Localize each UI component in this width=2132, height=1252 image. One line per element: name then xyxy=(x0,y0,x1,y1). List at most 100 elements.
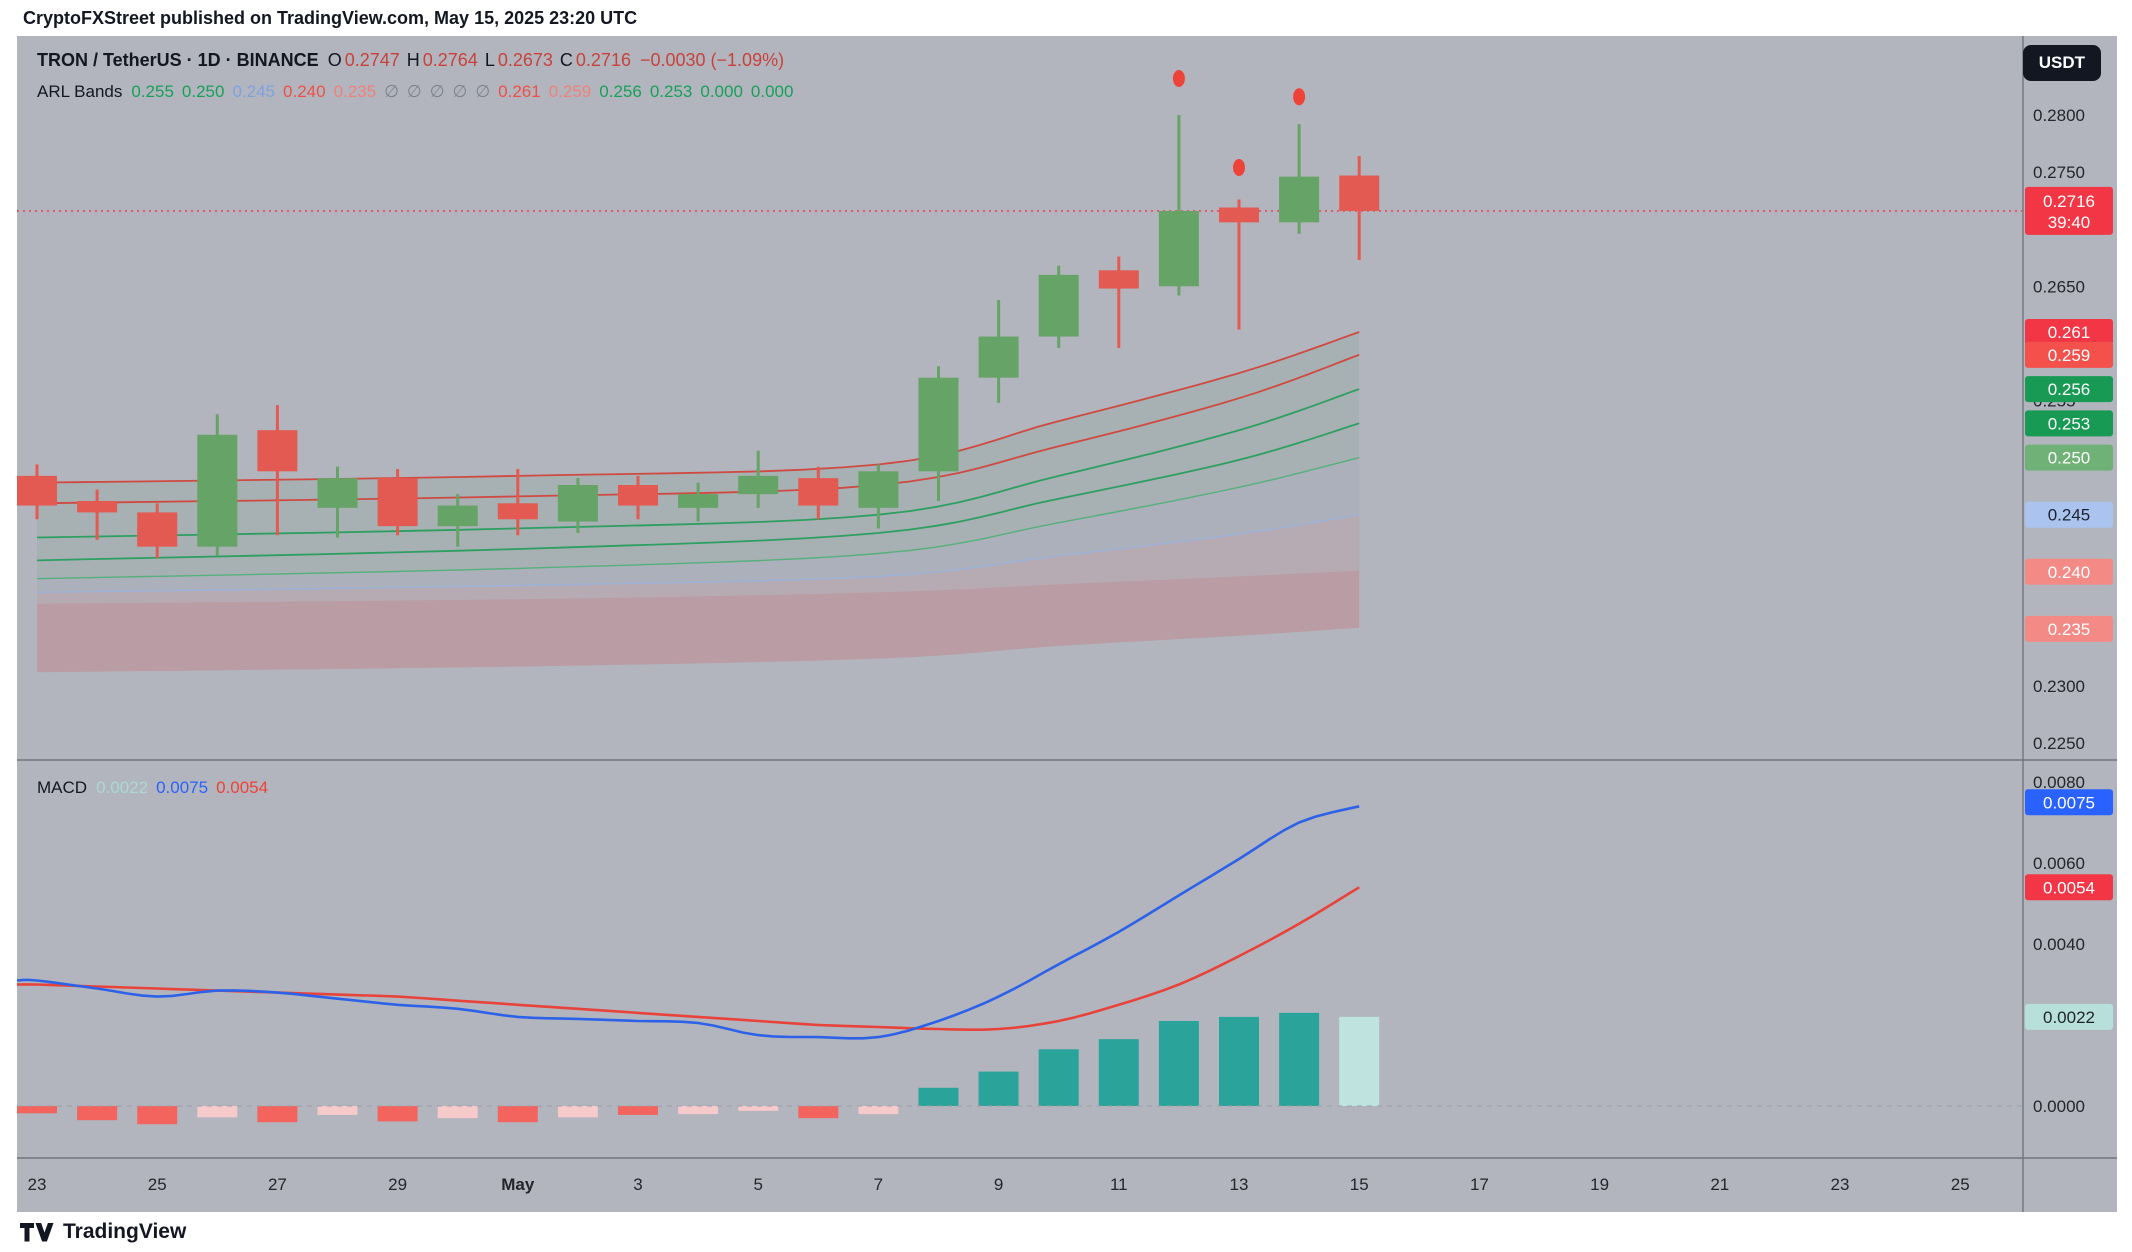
macd-histogram-bar xyxy=(618,1106,658,1115)
candle-wick xyxy=(1117,256,1121,348)
macd-histogram-bar xyxy=(257,1106,298,1123)
chart-frame: 0.2800 0.2750 0.2650 0.255 0.2300 0.2250 0.008… xyxy=(17,36,2117,1212)
svg-text:0.253: 0.253 xyxy=(2048,414,2091,433)
x-axis-label: 23 xyxy=(28,1175,47,1194)
x-axis-label: 3 xyxy=(633,1175,642,1194)
ohlc-value: 0.2764 xyxy=(422,50,478,70)
attribution-bar: CryptoFXStreet published on TradingView.… xyxy=(0,0,2132,36)
macd-title[interactable]: MACD xyxy=(37,778,88,797)
x-axis-label: May xyxy=(501,1175,535,1194)
candle-body xyxy=(1158,210,1199,287)
tradingview-logo-icon[interactable] xyxy=(20,1222,54,1242)
svg-text:0.250: 0.250 xyxy=(2048,449,2091,468)
ohlc-value: 0.2673 xyxy=(497,50,553,70)
sell-signal-marker xyxy=(1172,69,1185,87)
arl-band-line xyxy=(36,388,1360,539)
ohlc-values: O 0.2747 H 0.2764 L 0.2673 C 0.2716 xyxy=(328,50,631,71)
macd-histogram-bar xyxy=(137,1106,178,1125)
arl-band-fill xyxy=(37,332,1360,579)
price-scale-label: 0.2650 xyxy=(2033,277,2085,296)
x-axis-label: 21 xyxy=(1710,1175,1729,1194)
arl-legend-value: 0.253 xyxy=(649,82,693,101)
arl-band-fill xyxy=(37,457,1360,593)
svg-text:0.235: 0.235 xyxy=(2048,620,2091,639)
arl-legend-value: 0.000 xyxy=(750,82,794,101)
macd-histogram-bar xyxy=(497,1106,538,1123)
ohlc-label: C xyxy=(559,50,573,70)
x-axis-label: 17 xyxy=(1470,1175,1489,1194)
candle-body xyxy=(137,512,178,547)
ohlc-value: 0.2747 xyxy=(344,50,400,70)
svg-text:0.0022: 0.0022 xyxy=(2043,1008,2095,1027)
macd-legend-value: 0.0075 xyxy=(156,778,209,797)
macd-scale-badge: 0.0022 xyxy=(2025,1003,2113,1030)
macd-histogram-bar xyxy=(1038,1049,1079,1106)
price-scale-badge: 0.235 xyxy=(2025,615,2113,642)
currency-toggle-button[interactable]: USDT xyxy=(2022,45,2101,81)
macd-histogram-bar xyxy=(197,1106,238,1118)
x-axis-label: 23 xyxy=(1831,1175,1850,1194)
macd-line xyxy=(17,805,1360,1040)
macd-histogram-bar xyxy=(317,1106,358,1115)
x-axis-label: 25 xyxy=(148,1175,167,1194)
price-scale-label: 0.2800 xyxy=(2033,106,2085,125)
arl-bands-values: 0.255 0.250 0.245 0.240 0.235 ∅ ∅ ∅ ∅ ∅ 0.261 0.259… xyxy=(131,82,794,102)
price-scale-badge: 0.253 xyxy=(2025,410,2113,437)
candle-wick xyxy=(516,469,520,536)
candle-body xyxy=(1098,270,1139,289)
candle-body xyxy=(197,434,238,547)
sell-signal-marker xyxy=(1233,159,1245,177)
attribution-text: CryptoFXStreet published on TradingView.… xyxy=(23,7,638,28)
macd-histogram-bar xyxy=(1339,1016,1380,1106)
arl-legend-value: 0.256 xyxy=(599,82,642,101)
arl-band-line xyxy=(36,456,1360,580)
macd-histogram-bar xyxy=(738,1106,779,1111)
footer: TradingView xyxy=(0,1212,2132,1252)
price-scale-label: 0.2750 xyxy=(2033,163,2085,182)
svg-text:0.0075: 0.0075 xyxy=(2043,793,2095,812)
candle-wick xyxy=(1177,115,1181,296)
macd-histogram-bar xyxy=(557,1106,598,1118)
macd-scale-badge: 0.0054 xyxy=(2025,874,2113,901)
macd-histogram-bar xyxy=(858,1106,899,1115)
candle-body xyxy=(497,503,538,520)
price-scale-badge: 0.259 xyxy=(2025,341,2113,368)
x-axis-label: 7 xyxy=(874,1175,883,1194)
arl-legend-value: ∅ xyxy=(475,82,491,101)
svg-text:0.259: 0.259 xyxy=(2048,346,2091,365)
macd-scale-badge: 0.0075 xyxy=(2025,789,2113,816)
macd-scale-label: 0.0040 xyxy=(2033,935,2085,954)
symbol-title[interactable]: TRON / TetherUS · 1D · BINANCE xyxy=(37,50,319,70)
macd-histogram-bar xyxy=(77,1106,118,1121)
candle-body xyxy=(858,471,899,508)
chart-canvas[interactable]: 0.2800 0.2750 0.2650 0.255 0.2300 0.2250 0.008… xyxy=(17,36,2117,1212)
macd-histogram-bar xyxy=(1219,1016,1259,1106)
macd-histogram-bar xyxy=(678,1106,719,1115)
arl-legend-value: ∅ xyxy=(406,82,422,101)
arl-legend-value: ∅ xyxy=(384,82,399,101)
arl-legend-value: ∅ xyxy=(452,82,468,101)
time-axis[interactable] xyxy=(17,1158,2117,1212)
svg-text:0.0054: 0.0054 xyxy=(2043,878,2095,897)
macd-histogram-bar xyxy=(17,1106,57,1114)
candle-body xyxy=(317,478,358,508)
svg-text:0.240: 0.240 xyxy=(2048,563,2091,582)
price-scale-axis[interactable] xyxy=(2023,36,2117,1158)
price-scale-badge: 0.256 xyxy=(2025,376,2113,403)
candle-body xyxy=(77,500,118,513)
candle-body xyxy=(377,478,418,527)
candle-wick xyxy=(95,489,99,540)
x-axis-label: 19 xyxy=(1590,1175,1609,1194)
macd-histogram-bar xyxy=(377,1106,418,1122)
x-axis-label: 29 xyxy=(388,1175,407,1194)
countdown-timer: 39:40 xyxy=(2048,213,2091,232)
macd-scale-label: 0.0060 xyxy=(2033,854,2085,873)
arl-legend-value: ∅ xyxy=(429,82,445,101)
x-axis-label: 27 xyxy=(268,1175,287,1194)
svg-text:0.256: 0.256 xyxy=(2048,380,2091,399)
arl-bands-title[interactable]: ARL Bands xyxy=(37,82,123,101)
macd-values: 0.0022 0.0075 0.0054 xyxy=(96,778,269,798)
tradingview-wordmark[interactable]: TradingView xyxy=(63,1220,187,1243)
candle-body xyxy=(1279,176,1320,223)
